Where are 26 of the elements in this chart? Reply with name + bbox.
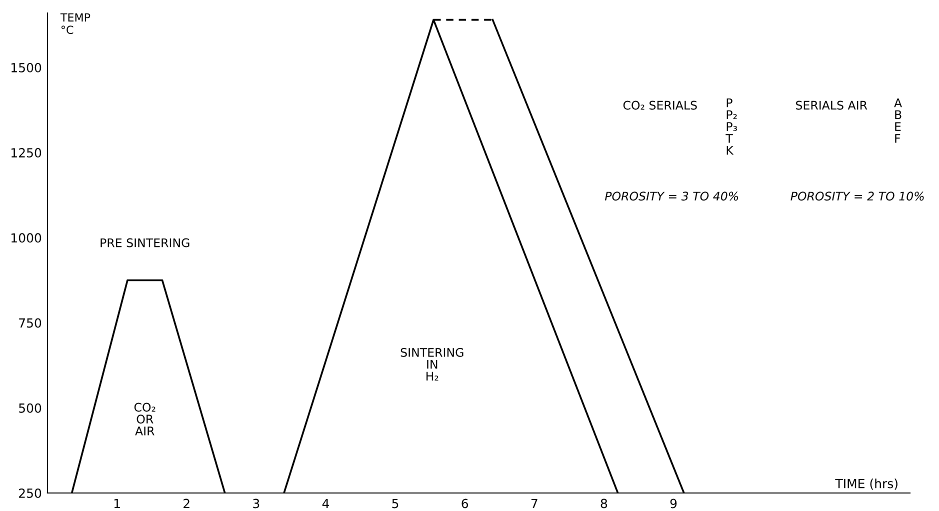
x-tick-label: 7 [531,498,538,508]
annotation: PRE SINTERING [100,238,190,248]
annotation: POROSITY = 2 TO 10% [790,192,924,201]
annotation: A B E F [894,98,902,143]
x-tick-label: 8 [600,498,608,508]
x-tick-label: 4 [322,498,329,508]
x-tick-label: 1 [114,498,120,508]
x-tick-label: 2 [184,498,190,508]
x-tick-label: 3 [253,498,260,508]
y-tick-label: 750 [19,318,42,328]
y-tick-label: 1500 [12,62,42,72]
annotation: P P₂ P₃ T K [726,98,737,155]
x-tick-label: 6 [462,498,468,508]
x-axis-title: TIME (hrs) [835,478,898,490]
x-tick-label: 9 [670,498,677,508]
annotation: CO₂ SERIALS [623,100,697,110]
x-tick-label: 5 [392,498,398,508]
y-tick-label: 500 [19,403,42,413]
annotation: CO₂ OR AIR [134,402,156,436]
y-tick-label: 1000 [12,233,42,243]
y-tick-label: 250 [19,488,42,498]
y-axis-title: TEMP °C [60,13,90,34]
annotation: SERIALS AIR [796,100,868,110]
y-tick-label: 1250 [12,148,42,158]
annotation: POROSITY = 3 TO 40% [604,192,738,201]
annotation: SINTERING IN H₂ [400,348,464,381]
